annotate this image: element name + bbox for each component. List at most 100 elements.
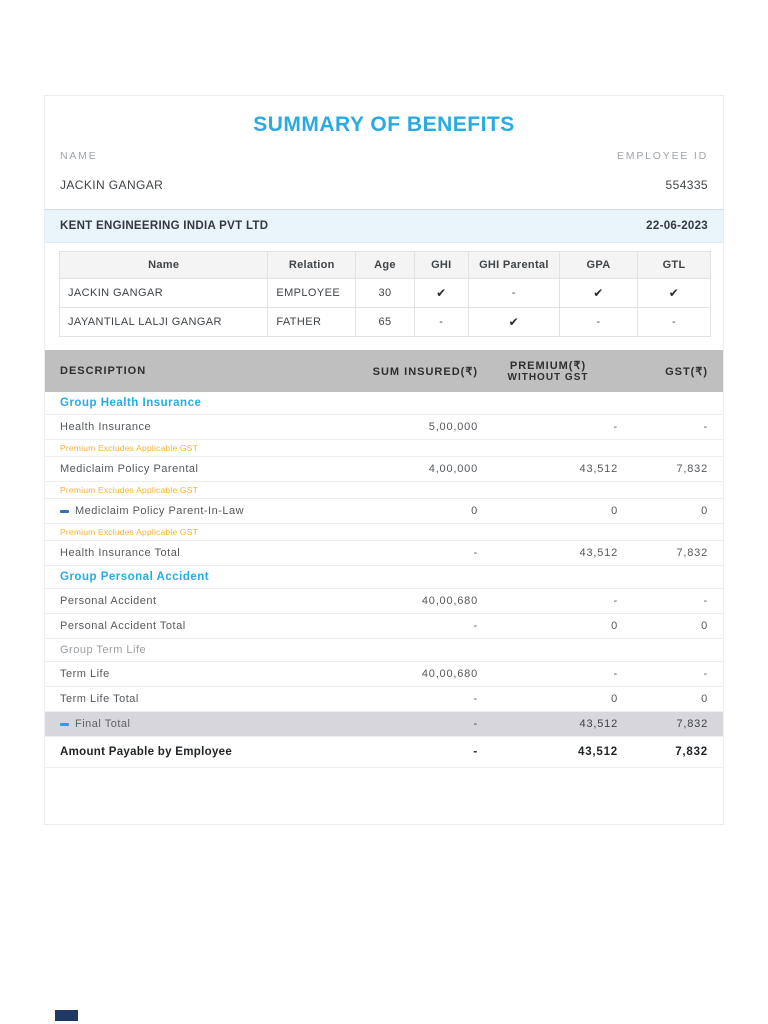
- benefit-label: Health Insurance: [60, 421, 152, 433]
- benefit-label: Personal Accident: [60, 595, 157, 607]
- sum-insured-value: 4,00,000: [428, 463, 478, 475]
- member-cell: -: [413, 307, 469, 337]
- member-cell: ✔: [558, 278, 639, 308]
- gst-value: 0: [701, 620, 708, 632]
- sum-insured-value: 5,00,000: [428, 421, 478, 433]
- member-cell: JACKIN GANGAR: [58, 278, 269, 308]
- gst-value: 7,832: [676, 463, 708, 475]
- name-label: NAME: [60, 150, 98, 162]
- benefit-label: Term Life: [60, 668, 110, 680]
- benefit-label: Final Total: [60, 718, 338, 730]
- premium-value: -: [613, 421, 618, 433]
- benefit-label: Health Insurance Total: [60, 547, 181, 559]
- benefit-label: Premium Excludes Applicable GST: [60, 527, 199, 537]
- member-cell: EMPLOYEE: [267, 278, 357, 308]
- premium-value: 43,512: [579, 718, 618, 730]
- gst-value: 0: [701, 693, 708, 705]
- member-cell: FATHER: [267, 307, 357, 337]
- member-row: JAYANTILAL LALJI GANGAR FATHER 65- ✔ - -: [58, 307, 711, 337]
- benefit-label: Personal Accident Total: [60, 620, 186, 632]
- sum-insured-value: -: [473, 693, 478, 705]
- sum-insured-value: -: [473, 620, 478, 632]
- benefits-col-premium: PREMIUM(₹) WITHOUT GST: [478, 359, 618, 383]
- premium-value: 43,512: [579, 547, 618, 559]
- employee-id-value: 554335: [665, 178, 708, 192]
- premium-value: 0: [611, 620, 618, 632]
- check-icon: ✔: [508, 315, 520, 329]
- benefit-row-mediclaim-policy-parental: Mediclaim Policy Parental 4,00,000 43,512 7…: [45, 457, 723, 482]
- gst-value: 0: [701, 505, 708, 517]
- benefit-label: Group Personal Accident: [60, 571, 210, 583]
- benefits-col-subtext: WITHOUT GST: [507, 372, 589, 383]
- premium-value: -: [613, 595, 618, 607]
- benefit-row-premium-excludes-applicable-gst: Premium Excludes Applicable GST: [45, 482, 723, 499]
- benefit-label: Mediclaim Policy Parental: [60, 463, 199, 475]
- gst-value: 7,832: [676, 547, 708, 559]
- benefit-row-group-term-life: Group Term Life: [45, 639, 723, 662]
- header-values-row: JACKIN GANGAR 554335: [45, 178, 723, 192]
- check-icon: ✔: [668, 286, 680, 300]
- benefit-label: Group Term Life: [60, 644, 147, 656]
- members-table-header: Name Relation Age GHI GHI Parental GPA GTL: [58, 251, 711, 279]
- company-row: KENT ENGINEERING INDIA PVT LTD 22-06-202…: [45, 209, 723, 243]
- sum-insured-value: -: [473, 547, 478, 559]
- check-icon: ✔: [436, 286, 447, 300]
- members-col-ghi-parental: GHI Parental: [467, 251, 560, 279]
- benefit-row-final-total: Final Total - 43,512 7,832: [45, 712, 723, 737]
- benefit-label: Premium Excludes Applicable GST: [60, 485, 199, 495]
- member-row: JACKIN GANGAR EMPLOYEE 30 ✔ - ✔ ✔: [58, 278, 711, 308]
- benefits-col-gst: GST(₹): [665, 365, 708, 378]
- premium-value: 43,512: [578, 746, 618, 758]
- company-name: KENT ENGINEERING INDIA PVT LTD: [60, 220, 269, 232]
- members-col-age: Age: [355, 251, 415, 279]
- employee-name: JACKIN GANGAR: [60, 178, 164, 192]
- member-cell: ✔: [637, 278, 711, 308]
- benefit-label: Premium Excludes Applicable GST: [60, 443, 199, 453]
- member-cell: ✔: [467, 307, 560, 337]
- check-icon: ✔: [593, 286, 604, 300]
- gst-value: 7,832: [675, 746, 708, 758]
- benefits-col-sum-insured: SUM INSURED(₹): [372, 365, 478, 378]
- gst-value: -: [703, 421, 708, 433]
- benefit-row-personal-accident: Personal Accident 40,00,680 - -: [45, 589, 723, 614]
- benefit-label: Mediclaim Policy Parent-In-Law: [60, 505, 338, 517]
- member-cell: ✔: [413, 278, 469, 308]
- gst-value: -: [703, 668, 708, 680]
- employee-id-label: EMPLOYEE ID: [617, 150, 708, 162]
- members-col-gpa: GPA: [558, 251, 639, 279]
- member-cell: -: [467, 278, 560, 308]
- benefit-row-mediclaim-policy-parent-in-law: Mediclaim Policy Parent-In-Law 0 0 0: [45, 499, 723, 524]
- benefit-row-group-personal-accident: Group Personal Accident: [45, 566, 723, 589]
- members-col-relation: Relation: [267, 251, 357, 279]
- sum-insured-value: 40,00,680: [421, 668, 478, 680]
- benefits-table: DESCRIPTION SUM INSURED(₹) PREMIUM(₹) WITHO…: [45, 350, 723, 801]
- benefit-label: Term Life Total: [60, 693, 139, 705]
- summary-card: SUMMARY OF BENEFITS NAME EMPLOYEE ID JAC…: [44, 95, 724, 825]
- member-cell: -: [637, 307, 711, 337]
- sum-insured-value: -: [473, 746, 478, 758]
- footer-marker: [55, 1010, 78, 1021]
- empty-footer-box: [45, 768, 723, 801]
- page-title: SUMMARY OF BENEFITS: [253, 113, 515, 136]
- benefits-col-description: DESCRIPTION: [60, 365, 147, 377]
- benefit-row-health-insurance: Health Insurance 5,00,000 - -: [45, 415, 723, 440]
- benefit-row-amount-payable-by-employee: Amount Payable by Employee - 43,512 7,832: [45, 737, 723, 768]
- gst-value: -: [703, 595, 708, 607]
- premium-value: 0: [611, 693, 618, 705]
- header-labels-row: NAME EMPLOYEE ID: [45, 150, 723, 162]
- benefit-label: Amount Payable by Employee: [60, 746, 233, 758]
- sum-insured-value: 40,00,680: [421, 595, 478, 607]
- member-cell: 30: [355, 278, 415, 308]
- benefits-table-header: DESCRIPTION SUM INSURED(₹) PREMIUM(₹) WITHO…: [45, 350, 723, 392]
- benefit-row-premium-excludes-applicable-gst: Premium Excludes Applicable GST: [45, 440, 723, 457]
- benefit-row-group-health-insurance: Group Health Insurance: [45, 392, 723, 415]
- benefit-row-term-life-total: Term Life Total - 0 0: [45, 687, 723, 712]
- gst-value: 7,832: [676, 718, 708, 730]
- premium-value: 0: [611, 505, 618, 517]
- benefit-label: Group Health Insurance: [60, 397, 202, 409]
- members-table: Name Relation Age GHI GHI Parental GPA GTL JAC…: [58, 251, 711, 337]
- members-col-name: Name: [58, 251, 269, 279]
- premium-value: 43,512: [579, 463, 618, 475]
- policy-date: 22-06-2023: [646, 220, 708, 232]
- member-cell: JAYANTILAL LALJI GANGAR: [58, 307, 269, 337]
